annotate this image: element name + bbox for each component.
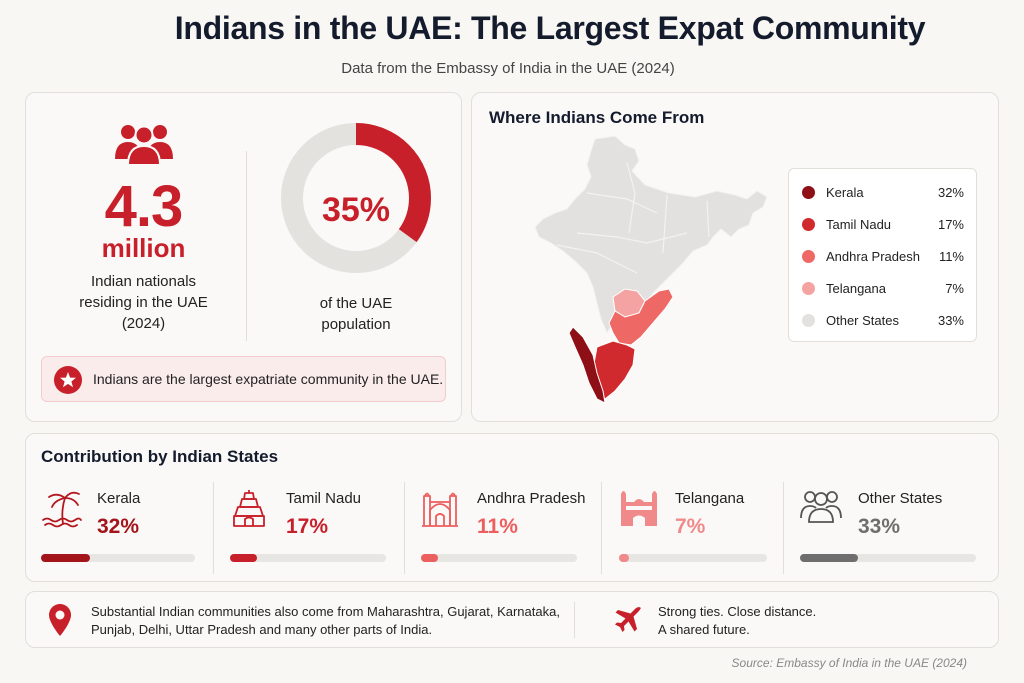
progress-fill [230,554,257,562]
legend-label: Kerala [826,185,864,200]
legend-value: 33% [937,313,964,328]
state-other-states: Other States 33% [800,482,978,572]
map-other-states [534,135,768,335]
legend-value: 7% [945,281,964,296]
share-description: of the UAE population [319,295,393,333]
legend-label: Telangana [826,281,886,296]
india-map [534,135,768,404]
progress-track [619,554,767,562]
state-name: Telangana [675,490,745,507]
progress-track [800,554,976,562]
gateway-icon [422,492,458,527]
charminar-icon [621,491,657,526]
legend-item: Tamil Nadu 17% [789,215,978,235]
legend-item: Andhra Pradesh 11% [789,247,978,267]
state-andhra-pradesh: Andhra Pradesh 11% [421,482,585,572]
progress-fill [41,554,91,562]
state-value: 11% [477,515,518,538]
map-legend: Kerala 32% Tamil Nadu 17% Andhra Pradesh… [788,168,977,342]
state-value: 33% [858,515,901,538]
legend-label: Other States [826,313,899,328]
progress-track [230,554,386,562]
state-name: Andhra Pradesh [477,490,586,507]
progress-track [421,554,577,562]
legend-swatch [802,282,815,295]
page-subtitle: Data from the Embassy of India in the UA… [341,60,675,77]
origin-map-card: Where Indians Come From Kerala 32% Tamil… [471,92,999,422]
temple-icon [233,490,265,527]
state-value: 32% [97,515,140,538]
tagline-line-1: Strong ties. Close distance. [658,604,817,619]
airplane-icon [615,607,641,632]
palm-tree-icon [42,491,82,528]
legend-item: Telangana 7% [789,279,978,299]
divider [246,151,247,341]
population-unit: million [101,233,186,263]
source-note: Source: Embassy of India in the UAE (202… [731,656,967,670]
legend-label: Tamil Nadu [826,217,892,232]
divider [404,482,405,574]
legend-item: Other States 33% [789,311,978,331]
divider [574,602,575,638]
share-label: 35% [321,191,391,229]
share-donut [281,123,431,273]
page-title: Indians in the UAE: The Largest Expat Co… [174,10,926,46]
progress-fill [421,554,439,562]
state-kerala: Kerala 32% [41,482,197,572]
tagline: Strong ties. Close distance. A shared fu… [658,603,858,639]
legend-value: 11% [938,249,964,264]
people-icon [800,491,842,523]
tagline-line-2: A shared future. [658,622,750,637]
map-title: Where Indians Come From [489,108,705,127]
legend-item: Kerala 32% [789,183,978,203]
state-tamil-nadu: Tamil Nadu 17% [230,482,386,572]
contribution-title: Contribution by Indian States [41,447,279,466]
population-number: 4.3 [104,174,184,239]
state-value: 17% [286,515,329,538]
legend-value: 17% [937,217,964,232]
state-telangana: Telangana 7% [619,482,775,572]
map-pin-icon [49,604,71,636]
footer-card: Substantial Indian communities also come… [25,591,999,648]
legend-swatch [802,250,815,263]
legend-label: Andhra Pradesh [826,249,920,264]
map-andhra-pradesh [608,288,674,346]
map-kerala [568,326,606,404]
legend-swatch [802,314,815,327]
legend-swatch [802,186,815,199]
population-card: 4.3 million Indian nationals residing in… [25,92,462,422]
state-name: Other States [858,490,943,507]
divider [601,482,602,574]
note-text: Indians are the largest expatriate commu… [93,371,444,387]
state-name: Tamil Nadu [286,490,362,507]
people-icon [115,125,173,165]
progress-fill [800,554,859,562]
progress-track [41,554,195,562]
legend-value: 32% [937,185,964,200]
population-description: Indian nationals residing in the UAE (20… [79,273,208,332]
state-name: Kerala [97,490,141,507]
divider [213,482,214,574]
largest-community-note: Indians are the largest expatriate commu… [41,356,446,402]
state-value: 7% [675,515,706,538]
communities-text: Substantial Indian communities also come… [91,604,560,637]
star-icon [54,366,82,394]
contribution-card: Contribution by Indian States Kerala 32%… [25,433,999,582]
legend-swatch [802,218,815,231]
divider [783,482,784,574]
share-donut-arc [281,123,431,273]
progress-fill [619,554,630,562]
